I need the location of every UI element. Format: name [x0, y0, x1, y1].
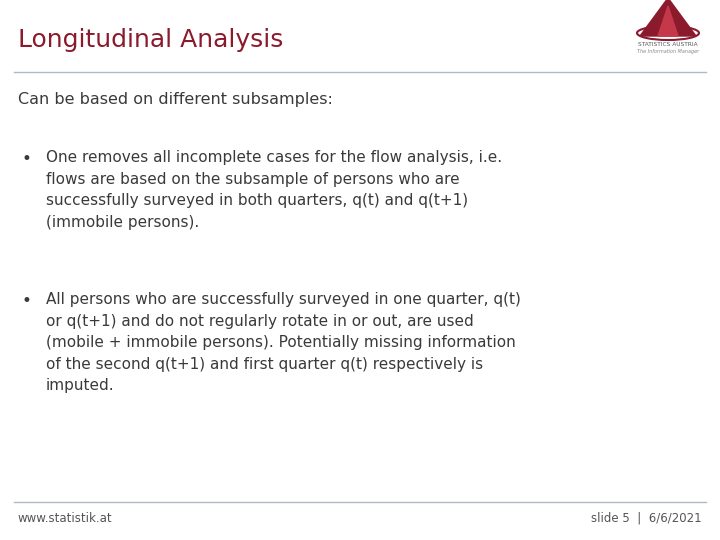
Text: www.statistik.at: www.statistik.at	[18, 511, 112, 524]
Text: Can be based on different subsamples:: Can be based on different subsamples:	[18, 92, 333, 107]
Text: •: •	[22, 292, 32, 310]
Text: STATISTICS AUSTRIA: STATISTICS AUSTRIA	[638, 42, 698, 46]
Polygon shape	[640, 0, 696, 36]
Text: One removes all incomplete cases for the flow analysis, i.e.
flows are based on : One removes all incomplete cases for the…	[46, 150, 502, 230]
Text: slide 5  |  6/6/2021: slide 5 | 6/6/2021	[591, 511, 702, 524]
Text: The Information Manager: The Information Manager	[637, 49, 699, 53]
Text: •: •	[22, 150, 32, 168]
Text: All persons who are successfully surveyed in one quarter, q(t)
or q(t+1) and do : All persons who are successfully surveye…	[46, 292, 521, 394]
Text: Longitudinal Analysis: Longitudinal Analysis	[18, 28, 284, 52]
Polygon shape	[658, 6, 678, 36]
